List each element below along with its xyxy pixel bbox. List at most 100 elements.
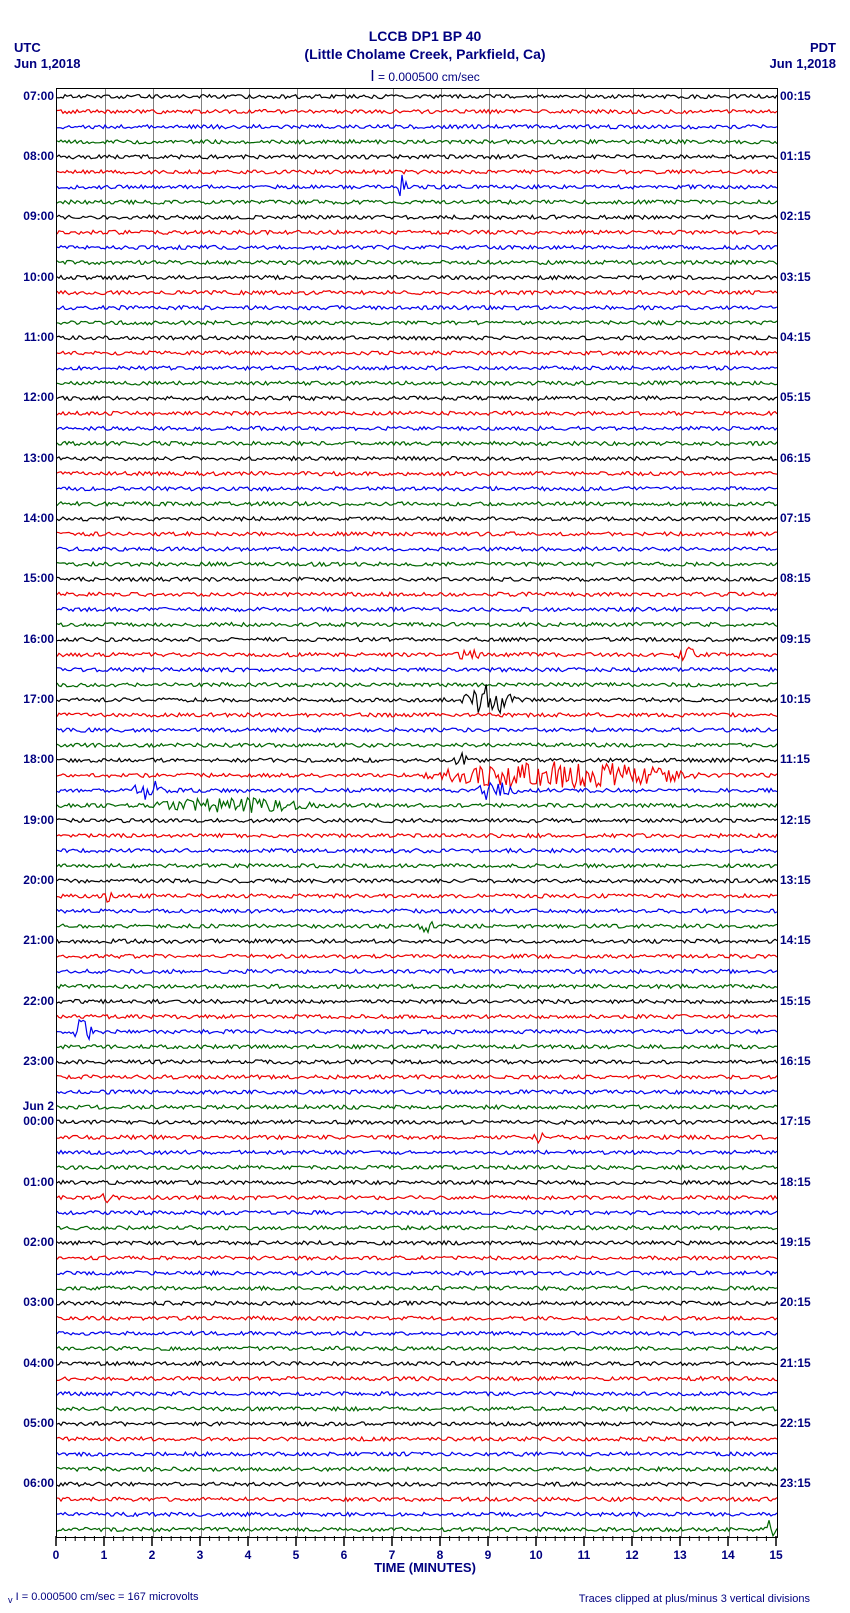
seismic-trace — [57, 321, 777, 325]
seismic-trace — [57, 1090, 777, 1094]
seismic-trace — [57, 1015, 777, 1019]
right-time-label: 10:15 — [780, 692, 811, 706]
seismic-trace — [57, 1422, 777, 1426]
seismic-trace — [57, 276, 777, 280]
seismic-trace — [57, 713, 777, 717]
seismic-trace — [57, 1194, 777, 1203]
seismic-trace — [57, 411, 777, 415]
seismic-trace — [57, 1437, 777, 1441]
seismic-trace — [57, 638, 777, 642]
right-time-label: 12:15 — [780, 813, 811, 827]
seismic-trace — [57, 1331, 777, 1335]
seismic-trace — [57, 1226, 777, 1230]
seismic-trace — [57, 1301, 777, 1305]
x-axis-title: TIME (MINUTES) — [0, 1560, 850, 1575]
left-time-label: 01:00 — [23, 1175, 54, 1189]
right-time-label: 19:15 — [780, 1235, 811, 1249]
seismic-trace — [57, 1362, 777, 1366]
seismic-trace — [57, 1452, 777, 1456]
seismic-trace — [57, 753, 777, 764]
seismic-trace — [57, 1181, 777, 1185]
seismic-trace — [57, 1497, 777, 1501]
seismic-trace — [57, 1377, 777, 1381]
seismic-trace — [57, 245, 777, 249]
timezone-right: PDT — [810, 40, 836, 55]
right-time-label: 18:15 — [780, 1175, 811, 1189]
seismic-trace — [57, 306, 777, 310]
seismic-trace — [57, 1150, 777, 1154]
seismic-trace — [57, 517, 777, 521]
seismic-trace — [57, 261, 777, 265]
left-time-label: 05:00 — [23, 1416, 54, 1430]
seismic-trace — [57, 1271, 777, 1275]
station-title: LCCB DP1 BP 40 — [0, 28, 850, 44]
seismic-trace — [57, 351, 777, 355]
left-time-label: 14:00 — [23, 511, 54, 525]
right-time-label: 07:15 — [780, 511, 811, 525]
seismic-trace — [57, 668, 777, 672]
seismic-trace — [57, 623, 777, 627]
seismic-trace — [57, 647, 777, 660]
seismic-trace — [57, 457, 777, 461]
seismic-trace — [57, 684, 777, 713]
seismic-trace — [57, 762, 777, 788]
seismic-trace — [57, 472, 777, 476]
left-time-label: 22:00 — [23, 994, 54, 1008]
seismic-trace — [57, 1467, 777, 1471]
seismic-trace — [57, 819, 777, 823]
seismic-trace — [57, 1020, 777, 1039]
left-time-label: 03:00 — [23, 1295, 54, 1309]
seismic-trace — [57, 577, 777, 581]
left-time-label: 10:00 — [23, 270, 54, 284]
seismic-trace — [57, 1407, 777, 1411]
seismic-trace — [57, 1060, 777, 1064]
seismic-trace — [57, 125, 777, 129]
seismic-trace — [57, 607, 777, 611]
seismic-trace — [57, 1392, 777, 1396]
seismic-trace — [57, 1482, 777, 1486]
seismic-trace — [57, 743, 777, 747]
seismic-trace — [57, 1105, 777, 1109]
seismic-trace — [57, 547, 777, 551]
seismic-trace — [57, 442, 777, 446]
seismic-trace — [57, 381, 777, 385]
seismic-trace — [57, 95, 777, 99]
right-time-label: 01:15 — [780, 149, 811, 163]
footer-clip: Traces clipped at plus/minus 3 vertical … — [579, 1593, 810, 1605]
right-time-label: 15:15 — [780, 994, 811, 1008]
seismic-trace — [57, 969, 777, 973]
right-time-label: 09:15 — [780, 632, 811, 646]
left-time-label: 16:00 — [23, 632, 54, 646]
left-time-label: 20:00 — [23, 873, 54, 887]
seismic-trace — [57, 1286, 777, 1290]
left-time-label: 08:00 — [23, 149, 54, 163]
seismic-trace — [57, 291, 777, 295]
left-time-label: 13:00 — [23, 451, 54, 465]
seismic-trace — [57, 366, 777, 370]
left-time-label: 15:00 — [23, 571, 54, 585]
seismic-trace — [57, 426, 777, 430]
seismic-trace — [57, 954, 777, 958]
left-time-label: 04:00 — [23, 1356, 54, 1370]
seismic-trace — [57, 879, 777, 883]
seismic-trace — [57, 1045, 777, 1049]
seismic-trace — [57, 562, 777, 566]
left-time-label: 17:00 — [23, 692, 54, 706]
seismic-trace — [57, 1512, 777, 1516]
seismic-trace — [57, 1347, 777, 1351]
right-time-label: 00:15 — [780, 89, 811, 103]
right-time-label: 16:15 — [780, 1054, 811, 1068]
seismic-trace — [57, 849, 777, 853]
left-time-label: 07:00 — [23, 89, 54, 103]
seismic-trace — [57, 864, 777, 868]
right-time-label: 04:15 — [780, 330, 811, 344]
date-right: Jun 1,2018 — [770, 56, 837, 71]
seismic-trace — [57, 110, 777, 114]
left-time-label: 11:00 — [24, 330, 54, 344]
seismic-trace — [57, 170, 777, 174]
right-time-label: 03:15 — [780, 270, 811, 284]
right-time-label: 21:15 — [780, 1356, 811, 1370]
left-time-label: 18:00 — [23, 752, 54, 766]
right-time-label: 05:15 — [780, 390, 811, 404]
right-time-label: 06:15 — [780, 451, 811, 465]
